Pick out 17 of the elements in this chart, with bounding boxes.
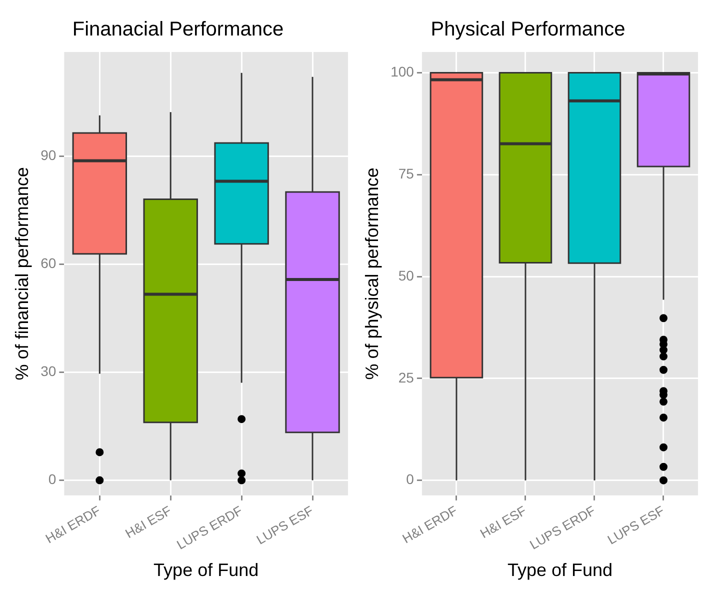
x-tick-label: H&I ESF — [477, 502, 529, 542]
y-tick-label: 100 — [390, 64, 414, 80]
y-tick-label: 75 — [398, 166, 414, 182]
y-tick-label: 50 — [398, 267, 414, 284]
chart-title: Finanacial Performance — [72, 18, 284, 41]
chart-title: Physical Performance — [430, 18, 626, 41]
y-tick-label: 60 — [40, 255, 56, 272]
y-tick-label: 0 — [48, 471, 56, 488]
y-axis-title: % of physical performance — [362, 168, 382, 380]
x-tick-label: H&I ESF — [122, 502, 174, 542]
x-axis-title: Type of Fund — [507, 560, 613, 580]
y-tick-label: 30 — [40, 363, 56, 380]
y-tick-label: 0 — [406, 471, 414, 488]
y-axis-title: % of financial performance — [12, 167, 32, 380]
y-tick-label: 90 — [40, 147, 56, 164]
x-axis-title: Type of Fund — [154, 560, 259, 580]
y-tick-label: 25 — [398, 369, 414, 386]
